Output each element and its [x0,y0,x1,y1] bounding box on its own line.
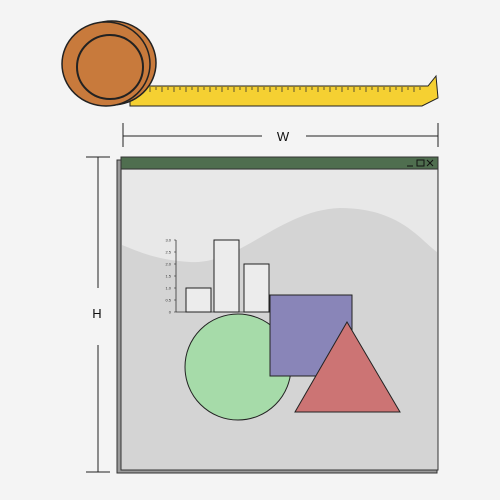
width-label: W [277,129,290,144]
maximize-icon[interactable] [416,159,425,167]
chart-bar [185,287,212,313]
close-icon[interactable] [426,159,434,167]
chart-tick-label: 0.5 [165,298,171,303]
width-dimension [122,123,439,147]
chart-tick-label: 0 [169,310,172,315]
chart-bar [213,239,240,313]
mini-bar-chart: 3.0 2.5 2.0 1.5 1.0 0.5 0 [165,238,272,315]
chart-tick-label: 1.0 [165,286,171,291]
app-window [116,156,439,474]
chart-tick-label: 2.5 [165,250,171,255]
tape-measure [61,20,439,107]
chart-tick-label: 2.0 [165,262,171,267]
chart-bar [243,263,270,313]
tape-ticks [149,87,421,92]
window-highlight-wave [122,170,437,263]
height-label: H [92,306,101,321]
window-titlebar [120,156,439,170]
chart-tick-label: 1.5 [165,274,171,279]
tape-blade [129,74,439,107]
tape-case-hub [76,34,144,100]
height-dimension [86,156,110,473]
red-triangle [294,321,401,413]
chart-tick-label: 3.0 [165,238,171,243]
